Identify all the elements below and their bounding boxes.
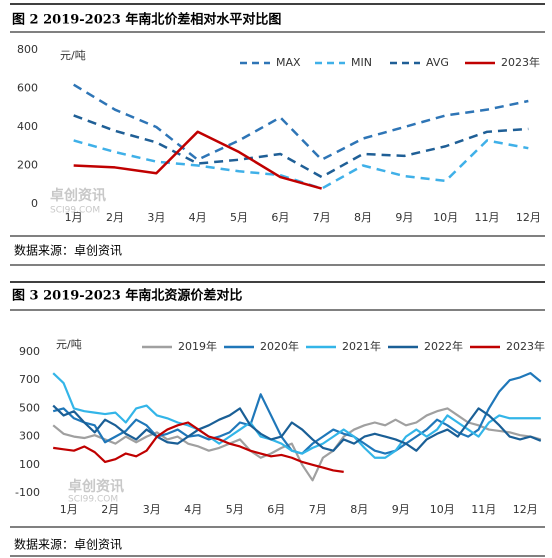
x-tick-label: 1月 [65,211,83,224]
watermark: 卓创资讯 [68,478,124,495]
watermark-url: SCI99.COM [50,206,100,216]
x-tick-label: 11月 [475,211,500,224]
legend-label: 2019年 [178,339,217,353]
x-tick-label: 2月 [101,503,119,516]
legend-label: 2023年 [506,339,545,353]
legend-label: MIN [351,56,372,69]
y-tick-label: 700 [19,373,40,386]
legend-label: 2023年 [501,55,540,69]
x-tick-label: 9月 [392,503,410,516]
x-tick-label: 8月 [350,503,368,516]
y-axis-label: 元/吨 [60,49,86,62]
x-tick-label: 6月 [267,503,285,516]
x-tick-label: 5月 [230,211,248,224]
series-line [52,404,542,452]
y-tick-label: 0 [31,197,38,210]
figure-title: 图 3 2019-2023 年南北资源价差对比 [12,288,242,304]
watermark-url: SCI99.COM [68,495,118,505]
y-tick-label: 800 [17,43,38,56]
legend-label: 2022年 [424,339,463,353]
y-tick-label: 600 [17,82,38,95]
x-tick-label: 5月 [226,503,244,516]
x-tick-label: 9月 [395,211,413,224]
series-line [53,421,344,473]
x-tick-label: 7月 [309,503,327,516]
x-tick-label: 10月 [433,211,458,224]
series-line [52,407,542,482]
y-tick-label: 200 [17,159,38,172]
x-tick-label: 6月 [271,211,289,224]
series-line [73,83,529,161]
y-tick-label: 900 [19,345,40,358]
watermark: 卓创资讯 [50,187,106,204]
y-tick-label: 400 [17,120,38,133]
series-line [52,372,542,455]
y-tick-label: 500 [19,401,40,414]
x-tick-label: 10月 [430,503,455,516]
y-tick-label: 100 [19,458,40,471]
x-tick-label: 4月 [189,211,207,224]
series-line [73,139,529,190]
y-axis-label: 元/吨 [56,338,82,351]
legend-label: 2020年 [260,339,299,353]
x-tick-label: 3月 [143,503,161,516]
series-line [73,114,529,179]
x-tick-label: 1月 [60,503,78,516]
series-line [73,130,323,190]
source: 数据来源：卓创资讯 [14,537,122,552]
x-tick-label: 4月 [184,503,202,516]
x-tick-label: 7月 [313,211,331,224]
x-tick-label: 3月 [147,211,165,224]
legend-label: MAX [276,56,301,69]
x-tick-label: 12月 [516,211,541,224]
legend-label: 2021年 [342,339,381,353]
x-tick-label: 11月 [471,503,496,516]
source: 数据来源：卓创资讯 [14,243,122,258]
series-line [52,372,541,459]
legend-label: AVG [426,56,449,69]
x-tick-label: 12月 [513,503,538,516]
y-tick-label: -100 [15,486,40,499]
x-tick-label: 8月 [354,211,372,224]
y-tick-label: 300 [19,430,40,443]
x-tick-label: 2月 [106,211,124,224]
figure-title: 图 2 2019-2023 年南北价差相对水平对比图 [12,12,281,28]
